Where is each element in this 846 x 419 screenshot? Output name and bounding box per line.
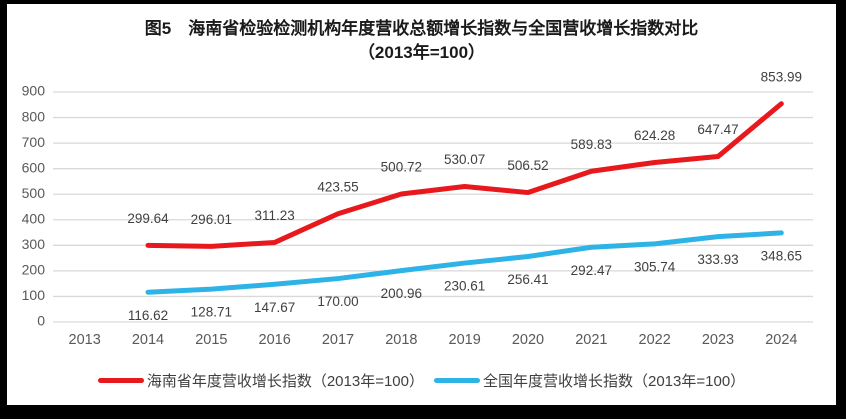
data-label: 305.74 [634, 259, 676, 274]
chart-canvas: 图5 海南省检验检测机构年度营收总额增长指数与全国营收增长指数对比 （2013年… [7, 4, 836, 405]
data-label: 530.07 [444, 152, 485, 167]
data-label: 147.67 [254, 300, 295, 315]
y-axis-tick-label: 200 [22, 262, 46, 278]
legend-label: 海南省年度营收增长指数（2013年=100） [146, 373, 424, 390]
data-label: 506.52 [507, 158, 548, 173]
y-axis-tick-label: 600 [22, 159, 46, 175]
x-axis-tick-label: 2013 [69, 332, 101, 348]
data-label: 348.65 [761, 248, 802, 263]
y-axis-tick-label: 500 [22, 185, 46, 201]
y-axis-tick-label: 900 [22, 83, 46, 99]
y-axis-tick-label: 0 [37, 313, 45, 329]
x-axis-tick-label: 2024 [765, 332, 797, 348]
legend-label: 全国年度营收增长指数（2013年=100） [483, 373, 746, 390]
series-line-0 [145, 101, 784, 249]
legend-line-swatch [434, 378, 480, 383]
x-axis-tick-label: 2020 [512, 332, 544, 348]
y-axis-tick-label: 800 [22, 108, 46, 124]
x-axis-tick-label: 2022 [639, 332, 671, 348]
series-line-1 [145, 230, 784, 295]
data-label: 500.72 [381, 160, 422, 175]
data-label: 647.47 [697, 122, 738, 137]
x-axis-tick-label: 2019 [449, 332, 481, 348]
x-axis-tick-label: 2023 [702, 332, 734, 348]
y-axis-tick-label: 100 [22, 287, 46, 303]
data-label: 292.47 [571, 263, 612, 278]
data-label: 128.71 [191, 305, 232, 320]
x-axis-tick-label: 2014 [132, 332, 164, 348]
data-label: 200.96 [381, 286, 422, 301]
data-label: 299.64 [127, 211, 169, 226]
y-axis-tick-label: 700 [22, 134, 46, 150]
data-label: 423.55 [317, 179, 358, 194]
legend-item: 海南省年度营收增长指数（2013年=100） [97, 370, 424, 391]
data-label: 230.61 [444, 279, 485, 294]
data-label: 853.99 [761, 69, 802, 84]
data-label: 624.28 [634, 128, 675, 143]
x-axis-tick-label: 2018 [385, 332, 417, 348]
x-axis-tick-label: 2015 [195, 332, 227, 348]
legend-line-swatch [97, 378, 144, 383]
x-axis-tick-label: 2021 [575, 332, 607, 348]
data-label: 589.83 [571, 137, 612, 152]
chart-legend: 海南省年度营收增长指数（2013年=100） 全国年度营收增长指数（2013年=1… [7, 370, 836, 391]
chart-title: 图5 海南省检验检测机构年度营收总额增长指数与全国营收增长指数对比 （2013年… [7, 17, 836, 65]
data-label: 333.93 [697, 252, 738, 267]
x-axis-tick-label: 2017 [322, 332, 354, 348]
y-axis-tick-label: 300 [22, 236, 46, 252]
data-label: 116.62 [128, 308, 168, 323]
y-axis-tick-label: 400 [22, 210, 46, 226]
line-chart: 0 100 200 300 400 500 600 700 800 900 2013 2014 2015… [22, 69, 813, 348]
chart-title-line1: 图5 海南省检验检测机构年度营收总额增长指数与全国营收增长指数对比 [144, 19, 699, 38]
data-label: 311.23 [255, 208, 295, 223]
data-label: 256.41 [507, 272, 548, 287]
chart-title-line2: （2013年=100） [357, 43, 486, 62]
data-label: 170.00 [317, 294, 358, 309]
x-axis-tick-label: 2016 [259, 332, 291, 348]
legend-item: 全国年度营收增长指数（2013年=100） [434, 370, 745, 391]
data-label: 296.01 [191, 212, 232, 227]
